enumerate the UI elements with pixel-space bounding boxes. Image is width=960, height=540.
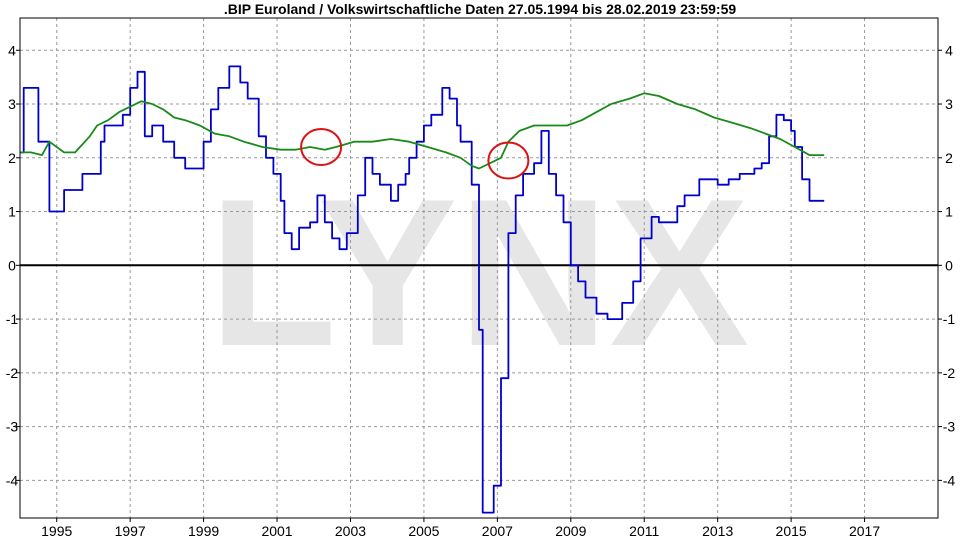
annotation-circle-2 bbox=[487, 141, 530, 180]
x-tick-label: 2017 bbox=[849, 523, 880, 539]
y-tick-label-right: 2 bbox=[945, 150, 953, 166]
y-tick-label-right: 0 bbox=[945, 257, 953, 273]
x-tick-label: 2015 bbox=[776, 523, 807, 539]
y-tick-label-left: -2 bbox=[6, 365, 19, 381]
chart-title: .BIP Euroland / Volkswirtschaftliche Dat… bbox=[223, 1, 737, 17]
y-tick-label-left: 1 bbox=[8, 204, 16, 220]
x-tick-label: 1997 bbox=[115, 523, 146, 539]
y-tick-label-right: -3 bbox=[943, 419, 956, 435]
x-tick-label: 2013 bbox=[702, 523, 733, 539]
x-tick-label: 2007 bbox=[482, 523, 513, 539]
y-tick-label-left: -3 bbox=[6, 419, 19, 435]
y-tick-label-left: -1 bbox=[6, 311, 19, 327]
plot-frame bbox=[19, 17, 939, 519]
x-tick-label: 2003 bbox=[335, 523, 366, 539]
y-tick-label-left: -4 bbox=[6, 472, 19, 488]
y-tick-label-right: -1 bbox=[943, 311, 956, 327]
y-tick-label-right: 4 bbox=[945, 42, 953, 58]
x-tick-label: 2009 bbox=[555, 523, 586, 539]
x-tick-label: 2005 bbox=[408, 523, 439, 539]
y-tick-label-right: -4 bbox=[943, 472, 956, 488]
y-tick-label-left: 4 bbox=[8, 42, 16, 58]
y-tick-label-right: 3 bbox=[945, 96, 953, 112]
y-tick-label-left: 3 bbox=[8, 96, 16, 112]
series-line-2 bbox=[20, 92, 825, 170]
y-tick-label-left: 2 bbox=[8, 150, 16, 166]
x-tick-label: 1995 bbox=[41, 523, 72, 539]
x-tick-label: 2011 bbox=[629, 523, 659, 539]
x-tick-label: 1999 bbox=[188, 523, 219, 539]
x-tick-label: 2001 bbox=[261, 523, 292, 539]
series-line-1 bbox=[20, 65, 825, 514]
y-tick-label-right: 1 bbox=[945, 204, 953, 220]
annotation-circle-1 bbox=[300, 128, 343, 167]
y-tick-label-left: 0 bbox=[8, 257, 16, 273]
y-tick-label-right: -2 bbox=[943, 365, 956, 381]
